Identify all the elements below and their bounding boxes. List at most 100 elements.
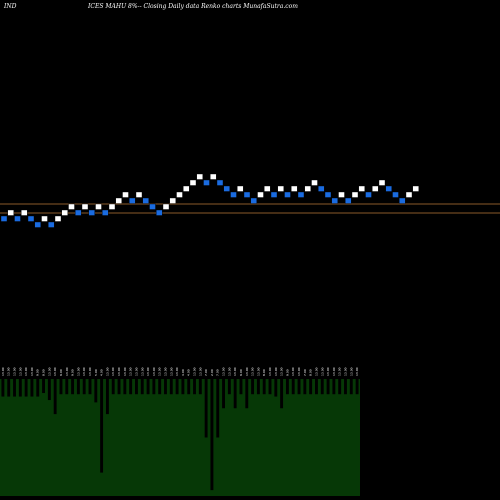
renko-brick-down [27,215,35,222]
volume-bar [111,379,115,395]
volume-label: 13.00 [88,367,92,376]
volume-label: 9.00 [59,369,63,376]
volume-label: 13.00 [291,367,295,376]
renko-brick-down [324,191,332,198]
volume-label: 13.00 [117,367,121,376]
renko-brick-down [14,215,21,222]
renko-brick-down [75,209,82,216]
renko-brick-up [21,209,28,216]
volume-bar [309,379,313,395]
volume-label: 13.00 [332,367,336,376]
volume-label: 13.00 [320,367,324,376]
volume-bar [344,379,347,395]
volume-bar [105,379,109,415]
volume-label: 2.00 [210,369,214,376]
renko-brick-up [372,185,379,192]
volume-bar [187,379,191,395]
guide-lines [0,203,500,214]
volume-bar [280,379,284,409]
volume-bar [117,379,121,395]
renko-brick-up [122,191,129,198]
volume-bar [181,379,185,395]
volume-bar [285,379,289,395]
volume-bar [303,379,307,395]
volume-bar [169,379,173,395]
volume-bar [233,379,237,409]
volume-bar [94,379,98,403]
volume-label: 7.00 [303,369,307,376]
volume-bar [100,379,104,473]
volume-bar [164,379,167,395]
volume-bars [0,379,360,496]
volume-label: 13.00 [175,367,179,376]
volume-label: 13.00 [13,367,17,376]
renko-brick-up [338,191,345,198]
volume-bar [193,379,196,395]
renko-brick-down [250,197,257,204]
volume-label: 13.00 [198,367,202,376]
volume-bar [222,379,225,409]
volume-bar [297,379,301,395]
renko-brick-up [237,185,244,192]
renko-brick-down [48,221,55,228]
volume-label: 13.00 [343,367,347,376]
volume-bar [216,379,220,438]
volume-bar [47,379,51,401]
renko-brick-up [189,179,197,186]
volume-bar [129,379,133,395]
renko-brick-up [196,173,203,180]
renko-brick-down [102,209,109,216]
volume-label: 13.00 [152,367,156,376]
volume-label: 13.00 [105,367,109,376]
renko-brick-down [365,191,372,198]
volume-label: 13.00 [326,367,330,376]
volume-label: 9.00 [71,369,75,376]
renko-brick-up [54,215,62,222]
renko-brick-down [270,191,278,198]
volume-bar [175,379,179,395]
renko-brick-down [297,191,305,198]
renko-brick-down [34,221,41,228]
volume-label: 13.00 [30,367,34,376]
volume-bar [204,379,208,438]
volume-bar [59,379,63,395]
volume-label: 13.00 [1,367,5,376]
volume-bar [262,379,266,395]
renko-brick-up [7,209,14,216]
renko-brick-up [95,203,102,210]
renko-brick-up [183,185,190,192]
volume-label: 13.00 [338,367,342,376]
volume-label: 13.00 [280,367,284,376]
renko-brick-up [358,185,365,192]
renko-brick-up [135,191,143,198]
volume-bar [227,379,231,395]
volume-bar [251,379,255,395]
volume-bar [210,379,214,491]
renko-brick-down [156,209,163,216]
renko-brick-down [243,191,251,198]
volume-label: 13.00 [82,367,86,376]
volume-label: 13.00 [24,367,28,376]
renko-brick-down [0,215,8,222]
volume-label: 13.00 [233,367,237,376]
volume-bar [24,379,28,397]
volume-label: 4.00 [100,369,104,376]
volume-label: 13.00 [7,367,11,376]
volume-label: 13.00 [256,367,260,376]
renko-brick-up [68,203,75,210]
volume-bar [332,379,336,395]
volume-label: 13.00 [169,367,173,376]
renko-brick-down [230,191,237,198]
volume-bar [36,379,40,397]
renko-brick-down [345,197,352,204]
exchange-label: IND [3,3,17,10]
volume-area [0,379,360,496]
volume-bar [256,379,260,395]
volume-bar [326,379,330,395]
volume-bar [1,379,5,397]
volume-label: 13.00 [47,367,51,376]
volume-bar [18,379,22,397]
renko-brick-up [115,197,122,204]
renko-brick-up [169,197,176,204]
